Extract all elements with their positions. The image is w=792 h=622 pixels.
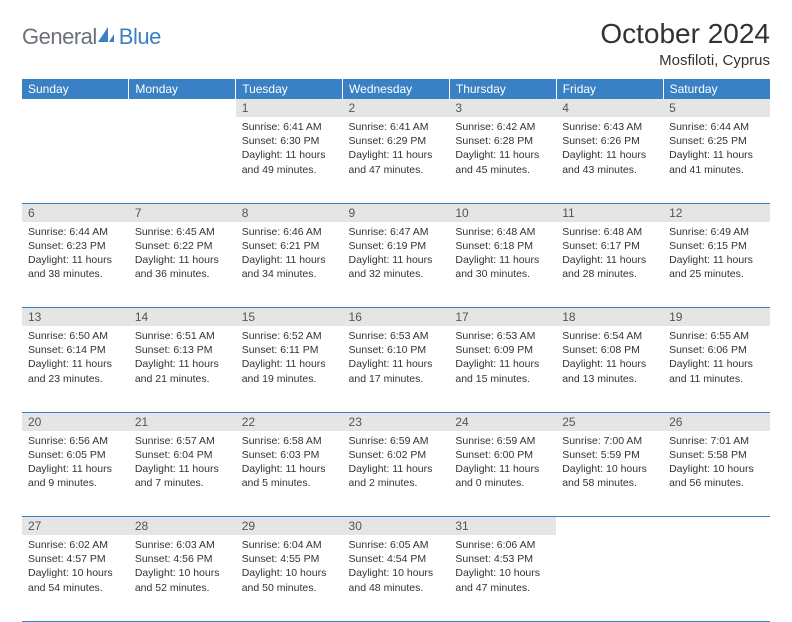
day-content-row: Sunrise: 6:50 AMSunset: 6:14 PMDaylight:… bbox=[22, 326, 770, 412]
day-number-cell: 10 bbox=[449, 203, 556, 222]
weekday-header: Sunday bbox=[22, 79, 129, 99]
weekday-header: Friday bbox=[556, 79, 663, 99]
day-content-cell: Sunrise: 6:44 AMSunset: 6:23 PMDaylight:… bbox=[22, 222, 129, 308]
day-content-cell: Sunrise: 6:49 AMSunset: 6:15 PMDaylight:… bbox=[663, 222, 770, 308]
day-number-cell bbox=[556, 517, 663, 536]
day-content-cell bbox=[663, 535, 770, 621]
day-number-cell: 22 bbox=[236, 412, 343, 431]
day-number-cell: 19 bbox=[663, 308, 770, 327]
day-number-cell: 7 bbox=[129, 203, 236, 222]
day-number-cell: 11 bbox=[556, 203, 663, 222]
day-content-cell bbox=[129, 117, 236, 203]
header: General Blue October 2024 Mosfiloti, Cyp… bbox=[22, 18, 770, 69]
day-number-cell: 21 bbox=[129, 412, 236, 431]
day-content-cell: Sunrise: 6:55 AMSunset: 6:06 PMDaylight:… bbox=[663, 326, 770, 412]
day-number-cell: 24 bbox=[449, 412, 556, 431]
weekday-header: Tuesday bbox=[236, 79, 343, 99]
brand-logo: General Blue bbox=[22, 24, 161, 50]
day-content-cell: Sunrise: 6:41 AMSunset: 6:29 PMDaylight:… bbox=[343, 117, 450, 203]
day-number-cell: 18 bbox=[556, 308, 663, 327]
day-number-cell: 5 bbox=[663, 99, 770, 117]
day-number-cell: 26 bbox=[663, 412, 770, 431]
day-content-cell: Sunrise: 6:44 AMSunset: 6:25 PMDaylight:… bbox=[663, 117, 770, 203]
day-content-cell: Sunrise: 6:52 AMSunset: 6:11 PMDaylight:… bbox=[236, 326, 343, 412]
day-content-cell: Sunrise: 6:53 AMSunset: 6:10 PMDaylight:… bbox=[343, 326, 450, 412]
day-content-cell: Sunrise: 6:53 AMSunset: 6:09 PMDaylight:… bbox=[449, 326, 556, 412]
day-content-row: Sunrise: 6:56 AMSunset: 6:05 PMDaylight:… bbox=[22, 431, 770, 517]
day-content-cell: Sunrise: 6:06 AMSunset: 4:53 PMDaylight:… bbox=[449, 535, 556, 621]
day-content-row: Sunrise: 6:44 AMSunset: 6:23 PMDaylight:… bbox=[22, 222, 770, 308]
brand-part2: Blue bbox=[119, 24, 161, 50]
day-number-cell: 31 bbox=[449, 517, 556, 536]
day-number-cell: 14 bbox=[129, 308, 236, 327]
weekday-header: Saturday bbox=[663, 79, 770, 99]
day-content-cell: Sunrise: 7:01 AMSunset: 5:58 PMDaylight:… bbox=[663, 431, 770, 517]
weekday-header: Thursday bbox=[449, 79, 556, 99]
day-content-cell: Sunrise: 6:42 AMSunset: 6:28 PMDaylight:… bbox=[449, 117, 556, 203]
day-content-cell: Sunrise: 6:45 AMSunset: 6:22 PMDaylight:… bbox=[129, 222, 236, 308]
day-content-cell: Sunrise: 6:59 AMSunset: 6:02 PMDaylight:… bbox=[343, 431, 450, 517]
month-title: October 2024 bbox=[600, 18, 770, 50]
weekday-header: Wednesday bbox=[343, 79, 450, 99]
day-content-row: Sunrise: 6:02 AMSunset: 4:57 PMDaylight:… bbox=[22, 535, 770, 621]
day-content-cell: Sunrise: 6:57 AMSunset: 6:04 PMDaylight:… bbox=[129, 431, 236, 517]
day-content-cell: Sunrise: 6:02 AMSunset: 4:57 PMDaylight:… bbox=[22, 535, 129, 621]
day-number-cell: 25 bbox=[556, 412, 663, 431]
day-number-cell: 23 bbox=[343, 412, 450, 431]
day-content-cell: Sunrise: 6:47 AMSunset: 6:19 PMDaylight:… bbox=[343, 222, 450, 308]
day-number-cell: 3 bbox=[449, 99, 556, 117]
day-content-cell bbox=[556, 535, 663, 621]
day-content-cell: Sunrise: 6:04 AMSunset: 4:55 PMDaylight:… bbox=[236, 535, 343, 621]
day-content-cell bbox=[22, 117, 129, 203]
weekday-header-row: SundayMondayTuesdayWednesdayThursdayFrid… bbox=[22, 79, 770, 99]
day-number-cell bbox=[663, 517, 770, 536]
day-content-cell: Sunrise: 6:46 AMSunset: 6:21 PMDaylight:… bbox=[236, 222, 343, 308]
day-content-cell: Sunrise: 6:43 AMSunset: 6:26 PMDaylight:… bbox=[556, 117, 663, 203]
day-number-cell: 16 bbox=[343, 308, 450, 327]
day-content-cell: Sunrise: 6:54 AMSunset: 6:08 PMDaylight:… bbox=[556, 326, 663, 412]
daynum-row: 6789101112 bbox=[22, 203, 770, 222]
day-number-cell: 13 bbox=[22, 308, 129, 327]
day-number-cell: 6 bbox=[22, 203, 129, 222]
day-content-cell: Sunrise: 6:58 AMSunset: 6:03 PMDaylight:… bbox=[236, 431, 343, 517]
day-content-cell: Sunrise: 6:05 AMSunset: 4:54 PMDaylight:… bbox=[343, 535, 450, 621]
day-number-cell: 29 bbox=[236, 517, 343, 536]
day-content-cell: Sunrise: 6:59 AMSunset: 6:00 PMDaylight:… bbox=[449, 431, 556, 517]
calendar-table: SundayMondayTuesdayWednesdayThursdayFrid… bbox=[22, 79, 770, 622]
day-number-cell: 20 bbox=[22, 412, 129, 431]
day-number-cell: 9 bbox=[343, 203, 450, 222]
location-label: Mosfiloti, Cyprus bbox=[600, 52, 770, 69]
day-number-cell: 2 bbox=[343, 99, 450, 117]
weekday-header: Monday bbox=[129, 79, 236, 99]
daynum-row: 20212223242526 bbox=[22, 412, 770, 431]
day-content-cell: Sunrise: 6:48 AMSunset: 6:18 PMDaylight:… bbox=[449, 222, 556, 308]
day-number-cell: 30 bbox=[343, 517, 450, 536]
daynum-row: 12345 bbox=[22, 99, 770, 117]
daynum-row: 2728293031 bbox=[22, 517, 770, 536]
day-number-cell: 28 bbox=[129, 517, 236, 536]
day-number-cell: 27 bbox=[22, 517, 129, 536]
day-number-cell bbox=[129, 99, 236, 117]
day-number-cell bbox=[22, 99, 129, 117]
day-number-cell: 17 bbox=[449, 308, 556, 327]
daynum-row: 13141516171819 bbox=[22, 308, 770, 327]
brand-part1: General bbox=[22, 24, 97, 50]
day-number-cell: 4 bbox=[556, 99, 663, 117]
day-number-cell: 8 bbox=[236, 203, 343, 222]
day-number-cell: 1 bbox=[236, 99, 343, 117]
brand-sail-icon bbox=[96, 25, 116, 50]
day-content-cell: Sunrise: 6:48 AMSunset: 6:17 PMDaylight:… bbox=[556, 222, 663, 308]
day-content-cell: Sunrise: 7:00 AMSunset: 5:59 PMDaylight:… bbox=[556, 431, 663, 517]
day-content-cell: Sunrise: 6:50 AMSunset: 6:14 PMDaylight:… bbox=[22, 326, 129, 412]
day-content-cell: Sunrise: 6:41 AMSunset: 6:30 PMDaylight:… bbox=[236, 117, 343, 203]
day-number-cell: 15 bbox=[236, 308, 343, 327]
day-number-cell: 12 bbox=[663, 203, 770, 222]
day-content-cell: Sunrise: 6:51 AMSunset: 6:13 PMDaylight:… bbox=[129, 326, 236, 412]
title-block: October 2024 Mosfiloti, Cyprus bbox=[600, 18, 770, 69]
day-content-cell: Sunrise: 6:03 AMSunset: 4:56 PMDaylight:… bbox=[129, 535, 236, 621]
day-content-row: Sunrise: 6:41 AMSunset: 6:30 PMDaylight:… bbox=[22, 117, 770, 203]
day-content-cell: Sunrise: 6:56 AMSunset: 6:05 PMDaylight:… bbox=[22, 431, 129, 517]
